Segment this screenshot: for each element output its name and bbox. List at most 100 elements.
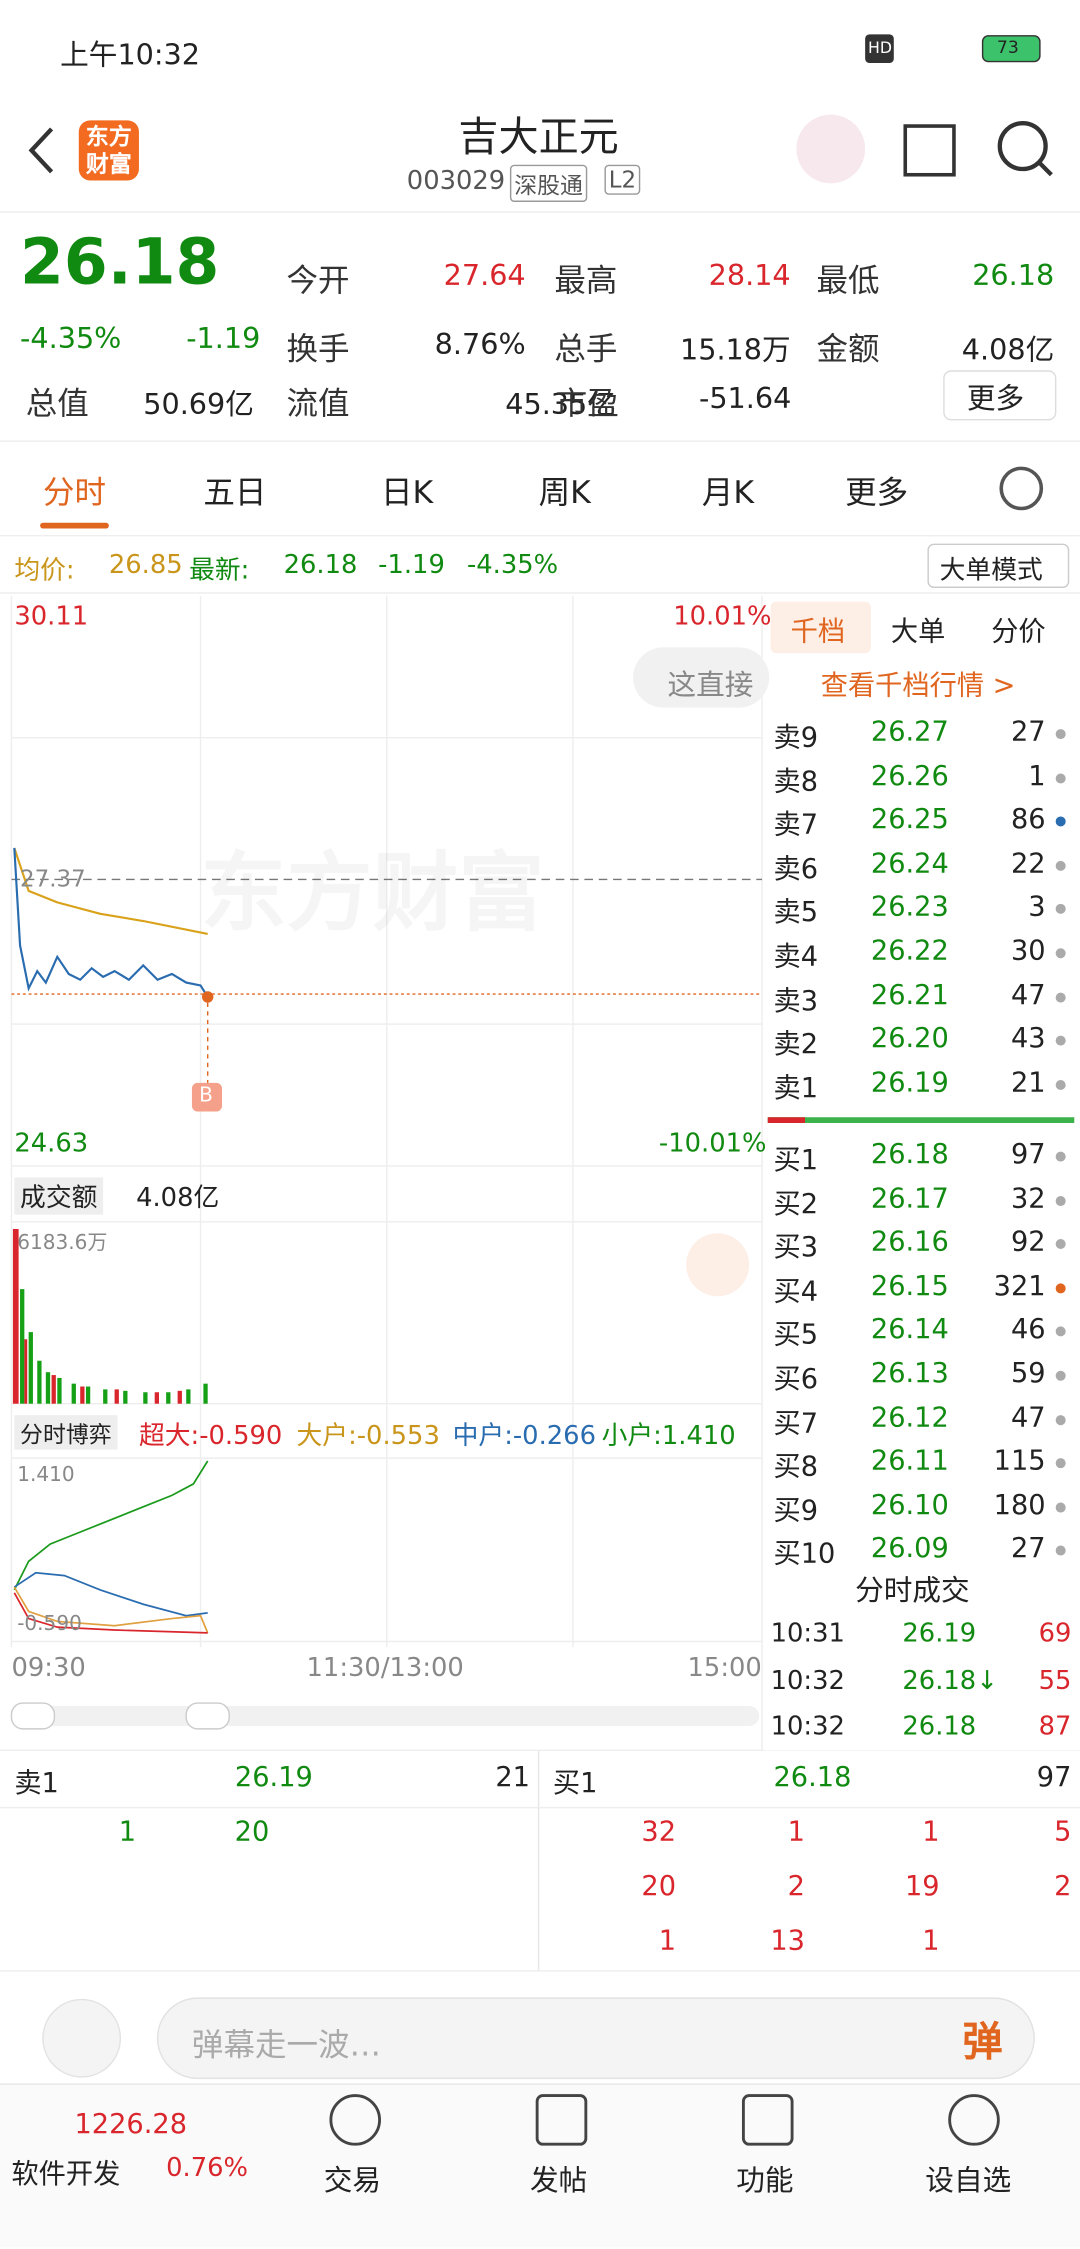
book-side: 买9 <box>773 1495 819 1527</box>
nav-item[interactable]: 功能 <box>736 2162 794 2198</box>
book-side: 卖5 <box>773 897 819 929</box>
quote-value: 4.08亿 <box>961 332 1055 367</box>
book-price: 26.14 <box>870 1314 949 1346</box>
info-item[interactable]: 大单模式 <box>939 555 1043 586</box>
volume-label[interactable]: 成交额 <box>14 1177 104 1215</box>
quote-label: 市盈 <box>555 386 619 423</box>
change-pct: -4.35% <box>20 320 122 356</box>
volume-total: 4.08亿 <box>136 1183 220 1214</box>
dot <box>1055 992 1066 1003</box>
trade-price: 26.19 <box>902 1618 977 1649</box>
book-volume: 46 <box>1010 1314 1046 1346</box>
time-label: 09:30 <box>11 1652 86 1684</box>
book-side: 买7 <box>773 1407 819 1439</box>
queue-cell: 1 <box>922 1925 940 1957</box>
book-side: 卖6 <box>773 853 819 885</box>
quote-value: 45.35亿 <box>505 386 616 422</box>
more-button[interactable]: 更多 <box>966 381 1025 416</box>
pct-bottom: -10.01% <box>658 1128 767 1159</box>
comment-input[interactable]: 弹幕走一波… <box>191 2028 382 2065</box>
tab[interactable]: 分时 <box>42 475 107 512</box>
book-side: 卖7 <box>773 809 819 842</box>
book-side: 卖4 <box>773 941 819 973</box>
time-label: 15:00 <box>687 1652 762 1684</box>
book-volume: 97 <box>1010 1138 1046 1171</box>
book-volume: 30 <box>1010 935 1046 967</box>
book-side: 卖8 <box>773 765 819 798</box>
dot <box>1055 904 1066 915</box>
nav-icon[interactable] <box>948 2094 1000 2146</box>
logo[interactable]: 东方财富 <box>85 123 132 178</box>
queue-side: 买1 <box>552 1767 598 1800</box>
flow-item: 超大:-0.590 <box>138 1420 283 1451</box>
book-volume: 180 <box>993 1489 1046 1521</box>
book-price: 26.09 <box>870 1533 949 1565</box>
nav-icon[interactable] <box>535 2094 588 2146</box>
book-link[interactable]: 查看千档行情 > <box>820 670 1016 702</box>
book-price: 26.24 <box>870 847 949 880</box>
dot <box>1055 860 1066 871</box>
nav-item[interactable]: 交易 <box>323 2162 382 2198</box>
book-tab[interactable]: 大单 <box>890 615 946 648</box>
flow-item: 小户:1.410 <box>601 1420 736 1451</box>
book-price: 26.15 <box>870 1270 949 1302</box>
tag: 深股通 <box>509 164 588 202</box>
flow-y-bottom: -0.590 <box>17 1612 82 1636</box>
index-name[interactable]: 软件开发 <box>11 2158 121 2191</box>
nav-icon[interactable] <box>329 2094 382 2146</box>
quote-label: 换手 <box>286 332 350 369</box>
book-side: 卖9 <box>773 721 819 754</box>
dot <box>1055 772 1066 783</box>
tab[interactable]: 月K <box>701 475 755 512</box>
tab[interactable]: 更多 <box>845 475 909 512</box>
tab[interactable]: 日K <box>381 475 434 512</box>
battery: 73 <box>996 37 1019 58</box>
book-volume: 22 <box>1010 847 1046 880</box>
book-side: 买10 <box>773 1538 836 1571</box>
quote-label: 总值 <box>25 386 89 423</box>
queue-cell: 1 <box>658 1925 677 1957</box>
queue-cell: 2 <box>787 1870 805 1903</box>
book-side: 买3 <box>773 1232 819 1264</box>
queue-cell: 2 <box>1054 1870 1072 1903</box>
queue-cell: 13 <box>770 1925 805 1957</box>
book-tab[interactable]: 千档 <box>790 615 846 648</box>
trade-price: 26.18↓ <box>902 1665 998 1696</box>
quote-value: 50.69亿 <box>143 386 254 422</box>
quote-value: 28.14 <box>708 257 791 293</box>
book-volume: 86 <box>1010 803 1046 836</box>
nav-item[interactable]: 设自选 <box>925 2162 1012 2198</box>
dot <box>1055 1035 1066 1046</box>
live-banner[interactable]: 这直接 <box>667 667 754 702</box>
nav-icon[interactable] <box>741 2094 794 2146</box>
book-side: 买5 <box>773 1319 819 1352</box>
dot <box>1055 1458 1066 1469</box>
queue-cell: 5 <box>1054 1816 1072 1848</box>
status-time: 上午10:32 <box>60 37 201 72</box>
book-price: 26.16 <box>870 1226 949 1258</box>
info-item: 26.85 <box>108 550 183 581</box>
quote-value: -51.64 <box>698 381 792 416</box>
trades-title[interactable]: 分时成交 <box>855 1567 970 1609</box>
dot <box>1055 1079 1066 1090</box>
tab[interactable]: 五日 <box>203 475 267 512</box>
book-tab[interactable]: 分价 <box>991 615 1046 648</box>
book-volume: 27 <box>1010 1533 1046 1565</box>
flow-label[interactable]: 分时博弈 <box>14 1415 118 1450</box>
trade-time: 10:32 <box>770 1711 845 1742</box>
book-volume: 92 <box>1010 1226 1046 1258</box>
index-value[interactable]: 1226.28 <box>74 2108 188 2140</box>
book-price: 26.26 <box>870 760 949 792</box>
queue-cell: 1 <box>118 1816 137 1848</box>
nav-item[interactable]: 发帖 <box>529 2162 588 2198</box>
danmu-button[interactable]: 弹 <box>962 2018 1003 2066</box>
tab[interactable]: 周K <box>538 475 591 512</box>
dot <box>1055 1239 1066 1250</box>
dot <box>1055 1414 1066 1425</box>
book-volume: 59 <box>1010 1357 1046 1390</box>
quote-label: 最高 <box>554 263 618 300</box>
dot <box>1055 1195 1066 1206</box>
index-pct[interactable]: 0.76% <box>166 2152 249 2183</box>
book-volume: 47 <box>1010 979 1046 1011</box>
